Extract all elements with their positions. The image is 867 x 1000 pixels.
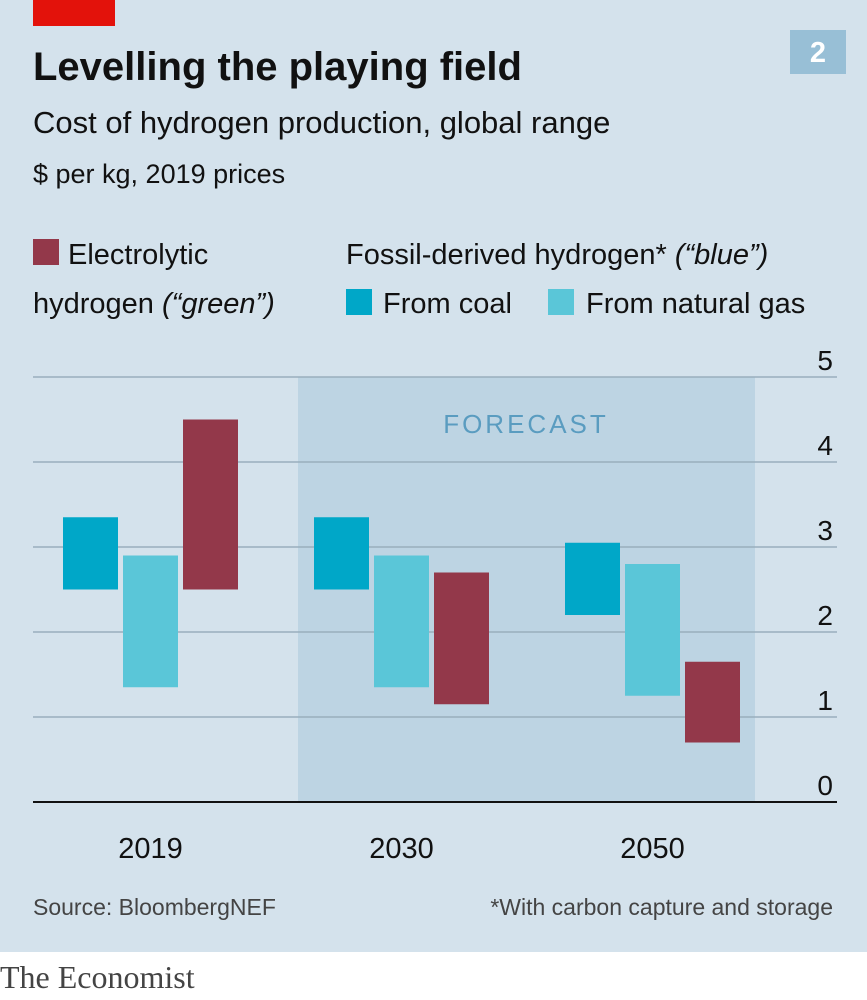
legend-gas-label: From natural gas bbox=[586, 288, 805, 320]
x-category-label: 2050 bbox=[620, 833, 685, 865]
legend-green-line2: hydrogen (“green”) bbox=[33, 288, 275, 320]
legend-blue-header-italic: (“blue”) bbox=[675, 239, 768, 271]
y-tick-label: 2 bbox=[817, 600, 833, 631]
y-tick-label: 1 bbox=[817, 685, 833, 716]
publisher-logo: The Economist bbox=[0, 959, 195, 995]
bar-coal-2019 bbox=[63, 517, 118, 590]
legend-coal-label: From coal bbox=[383, 288, 512, 320]
y-tick-label: 5 bbox=[817, 345, 833, 376]
legend-green-line2-italic: (“green”) bbox=[162, 288, 275, 320]
footnote: *With carbon capture and storage bbox=[490, 894, 833, 920]
y-tick-labels: 0 1 2 3 4 5 bbox=[817, 345, 833, 801]
legend-blue-header-text: Fossil-derived hydrogen* bbox=[346, 239, 675, 271]
legend-swatch-gas bbox=[548, 289, 574, 315]
economist-red-tab bbox=[33, 0, 115, 26]
forecast-label: FORECAST bbox=[443, 409, 609, 439]
y-tick-label: 0 bbox=[817, 770, 833, 801]
legend-blue-header: Fossil-derived hydrogen* (“blue”) bbox=[346, 239, 768, 271]
bars bbox=[63, 419, 740, 743]
legend-green-line2-text: hydrogen bbox=[33, 288, 162, 320]
y-tick-label: 4 bbox=[817, 430, 833, 461]
chart-number: 2 bbox=[810, 37, 826, 69]
y-tick-label: 3 bbox=[817, 515, 833, 546]
bar-green-2019 bbox=[183, 419, 238, 590]
bar-gas-2019 bbox=[123, 555, 178, 688]
bar-gas-2030 bbox=[374, 555, 429, 688]
chart-units: $ per kg, 2019 prices bbox=[33, 159, 285, 189]
legend-swatch-coal bbox=[346, 289, 372, 315]
bar-coal-2030 bbox=[314, 517, 369, 590]
legend-swatch-green bbox=[33, 239, 59, 265]
source-note: Source: BloombergNEF bbox=[33, 894, 276, 920]
chart-number-badge bbox=[790, 30, 846, 74]
x-category-label: 2019 bbox=[118, 833, 183, 865]
bar-gas-2050 bbox=[625, 564, 680, 696]
x-category-label: 2030 bbox=[369, 833, 434, 865]
bar-coal-2050 bbox=[565, 542, 620, 615]
x-category-labels: 2019 2030 2050 bbox=[118, 833, 685, 865]
chart-title: Levelling the playing field bbox=[33, 45, 522, 89]
bar-green-2030 bbox=[434, 572, 489, 705]
legend-green-line1: Electrolytic bbox=[68, 239, 208, 271]
bar-green-2050 bbox=[685, 661, 740, 743]
chart-subtitle: Cost of hydrogen production, global rang… bbox=[33, 105, 610, 140]
